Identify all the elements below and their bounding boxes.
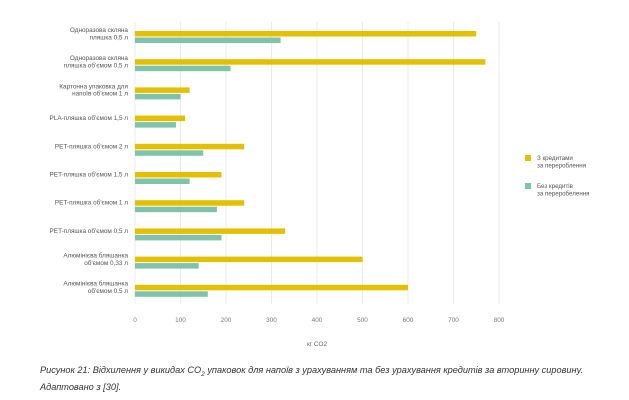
x-tick-label: 400	[312, 317, 323, 324]
category-label: пляшка об'ємом 0,5 л	[64, 61, 129, 69]
legend-label: за переробелення	[537, 191, 590, 198]
bar-without-credits	[135, 150, 204, 156]
bar-with-credits	[135, 31, 477, 37]
category-label: PET-пляшка об'ємом 2 л	[55, 142, 128, 150]
x-tick-label: 300	[266, 317, 277, 324]
bar-with-credits	[135, 228, 286, 234]
caption-suffix: упаковок для напоїв з урахуванням та без…	[40, 365, 584, 392]
category-label: напоїв об'ємом 1 л	[72, 90, 128, 98]
bar-without-credits	[135, 291, 208, 297]
x-tick-label: 600	[403, 317, 414, 324]
figure-caption: Рисунок 21: Відхилення у викидах CO2 упа…	[40, 364, 600, 394]
category-label: PET-пляшка об'ємом 0,5 л	[50, 227, 129, 235]
category-label: Картонна упаковка для	[59, 83, 128, 90]
bar-with-credits	[135, 59, 486, 65]
category-label: Алюмінієва бляшанка	[63, 280, 128, 288]
bar-without-credits	[135, 37, 281, 43]
bar-without-credits	[135, 263, 199, 269]
bar-without-credits	[135, 206, 217, 213]
bar-with-credits	[135, 172, 222, 178]
x-tick-label: 700	[448, 317, 459, 324]
bar-without-credits	[135, 122, 176, 128]
category-label: PET-пляшка об'ємом 1,5 л	[50, 170, 129, 178]
bar-with-credits	[135, 115, 186, 122]
category-label: Одноразова скляна	[70, 27, 129, 34]
legend-label: за перероблення	[537, 163, 586, 170]
bar-without-credits	[135, 234, 222, 241]
bars	[135, 31, 486, 297]
bar-without-credits	[135, 93, 181, 100]
caption-subscript: 2	[201, 370, 205, 378]
bar-with-credits	[135, 143, 245, 150]
bar-with-credits	[135, 284, 408, 291]
x-tick-label: 800	[494, 317, 505, 324]
legend-swatch	[525, 155, 531, 161]
x-tick-label: 200	[221, 317, 232, 324]
x-tick-label: 500	[357, 317, 368, 324]
category-label: об'ємом 0,33 л	[84, 259, 128, 267]
category-label: PET-пляшка об'ємом 1 л	[55, 199, 128, 207]
bar-without-credits	[135, 178, 190, 184]
bar-with-credits	[135, 256, 363, 263]
bar-without-credits	[135, 65, 231, 72]
x-tick-labels: 0 100 200 300 400 500 600 700 800	[133, 317, 505, 324]
category-label: об'ємом 0,5 л	[88, 287, 128, 295]
x-tick-label: 0	[133, 317, 137, 324]
legend-label: З кредитами	[537, 155, 573, 162]
legend-label: Без кредитів	[537, 183, 574, 190]
bar-with-credits	[135, 87, 190, 93]
bar-with-credits	[135, 200, 245, 206]
x-tick-label: 100	[175, 317, 186, 324]
category-label: Одноразова скляна	[70, 55, 129, 62]
legend-swatch	[525, 183, 531, 189]
category-label: пляшка 0,5 л	[90, 34, 129, 41]
category-label: Алюмінієва бляшанка	[63, 251, 128, 259]
category-label: PLA-пляшка об'ємом 1,5 л	[50, 114, 129, 122]
caption-prefix: Рисунок 21: Відхилення у викидах CO	[40, 365, 202, 375]
x-axis-title: кг CO2	[307, 341, 327, 348]
